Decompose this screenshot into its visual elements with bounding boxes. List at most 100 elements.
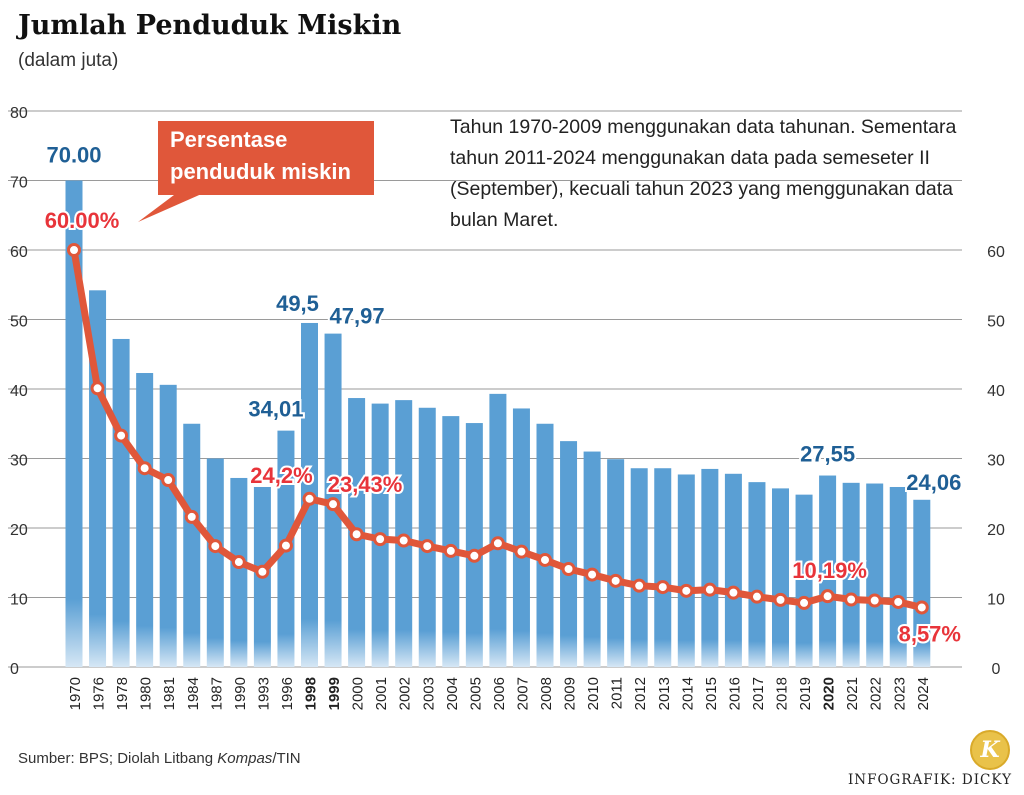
bar xyxy=(724,473,742,667)
bar xyxy=(536,423,554,667)
line-data-label: 60.00% xyxy=(45,208,120,233)
bar xyxy=(842,482,860,667)
bar-data-label: 24,06 xyxy=(906,470,961,495)
bar-data-label: 34,01 xyxy=(248,397,303,422)
line-point xyxy=(208,539,223,554)
x-tick-label: 2005 xyxy=(467,677,484,710)
bar xyxy=(112,338,130,667)
x-tick-label: 2001 xyxy=(373,677,390,710)
x-tick-label: 2016 xyxy=(726,677,743,710)
x-tick-label: 2000 xyxy=(350,677,367,710)
line-point xyxy=(773,592,788,607)
bar xyxy=(418,407,436,667)
bar xyxy=(866,483,884,667)
x-tick-label: 2018 xyxy=(774,677,791,710)
y-left-tick-label: 50 xyxy=(10,314,28,331)
y-left-tick-label: 80 xyxy=(10,105,28,122)
methodology-note: Tahun 1970-2009 menggunakan data tahunan… xyxy=(450,116,957,231)
bar xyxy=(607,459,625,667)
y-left-tick-label: 70 xyxy=(10,175,28,192)
line-point xyxy=(514,544,529,559)
line-point xyxy=(467,548,482,563)
y-right-tick-label: 60 xyxy=(987,244,1005,261)
line-data-label: 23,43% xyxy=(328,472,403,497)
bar xyxy=(489,393,507,667)
bar xyxy=(512,408,530,667)
line-point xyxy=(726,585,741,600)
x-tick-label: 2007 xyxy=(514,677,531,710)
bar xyxy=(772,488,789,667)
x-tick-label: 1993 xyxy=(255,677,272,710)
bar xyxy=(748,482,766,667)
line-point xyxy=(867,593,882,608)
x-tick-label: 1984 xyxy=(185,677,202,710)
line-point xyxy=(90,381,105,396)
bar xyxy=(159,384,177,667)
x-tick-label: 1981 xyxy=(161,677,178,710)
bar xyxy=(913,499,931,667)
x-tick-label: 1970 xyxy=(67,677,84,710)
line-point xyxy=(184,509,199,524)
x-tick-label: 2011 xyxy=(609,677,626,709)
x-tick-label: 1998 xyxy=(303,677,320,710)
x-tick-label: 2014 xyxy=(679,677,696,710)
x-tick-label: 2023 xyxy=(891,677,908,710)
infographic-credit: INFOGRAFIK: DICKY xyxy=(847,772,1012,788)
bar xyxy=(560,441,578,667)
y-right-tick-label: 40 xyxy=(987,383,1005,400)
line-data-label: 8,57% xyxy=(899,621,961,646)
line-point xyxy=(302,491,317,506)
line-point xyxy=(137,461,152,476)
x-tick-label: 2010 xyxy=(585,677,602,710)
line-point xyxy=(844,592,859,607)
line-point xyxy=(67,243,81,257)
bar xyxy=(654,468,672,667)
callout-pointer xyxy=(138,192,206,222)
bar xyxy=(583,451,601,667)
x-tick-label: 2020 xyxy=(821,677,838,710)
bar xyxy=(136,373,154,667)
x-tick-label: 2021 xyxy=(844,677,861,710)
line-point xyxy=(326,497,341,512)
x-tick-label: 2013 xyxy=(656,677,673,710)
x-tick-label: 2008 xyxy=(538,677,555,710)
bar xyxy=(677,474,695,667)
line-point xyxy=(608,573,623,588)
line-data-label: 24,2% xyxy=(250,463,312,488)
line-point xyxy=(443,543,458,558)
line-point xyxy=(349,527,364,542)
x-tick-label: 1990 xyxy=(232,677,249,710)
bar xyxy=(889,486,907,667)
kompas-logo: K xyxy=(970,730,1010,770)
line-point xyxy=(679,583,694,598)
y-left-tick-label: 10 xyxy=(10,592,28,609)
x-tick-label: 2015 xyxy=(703,677,720,710)
x-tick-label: 2017 xyxy=(750,677,767,710)
source-suffix: /TIN xyxy=(272,750,301,767)
line-point xyxy=(538,552,552,567)
x-tick-label: 2022 xyxy=(868,677,885,710)
chart-subtitle: (dalam juta) xyxy=(18,50,119,71)
line-point xyxy=(749,589,764,604)
line-point xyxy=(891,594,906,609)
line-point xyxy=(255,564,270,579)
source-prefix: Sumber: BPS; Diolah Litbang xyxy=(18,750,218,767)
series-callout-label: Persentase xyxy=(170,127,287,152)
bar xyxy=(230,477,248,667)
line-data-label: 10,19% xyxy=(792,558,867,583)
line-point xyxy=(490,536,505,551)
x-tick-label: 1996 xyxy=(279,677,296,710)
bar xyxy=(442,416,460,667)
bar-data-label: 27,55 xyxy=(800,442,855,467)
bar xyxy=(465,423,483,667)
y-left-tick-label: 60 xyxy=(10,244,28,261)
series-callout-box xyxy=(158,121,374,195)
line-point xyxy=(702,582,717,597)
source-note: Sumber: BPS; Diolah Litbang Kompas/TIN xyxy=(18,750,301,767)
bar xyxy=(65,180,83,667)
bar-data-label: 49,5 xyxy=(276,291,319,316)
x-tick-label: 2006 xyxy=(491,677,508,710)
bar xyxy=(795,494,813,667)
x-tick-label: 1978 xyxy=(114,677,131,710)
